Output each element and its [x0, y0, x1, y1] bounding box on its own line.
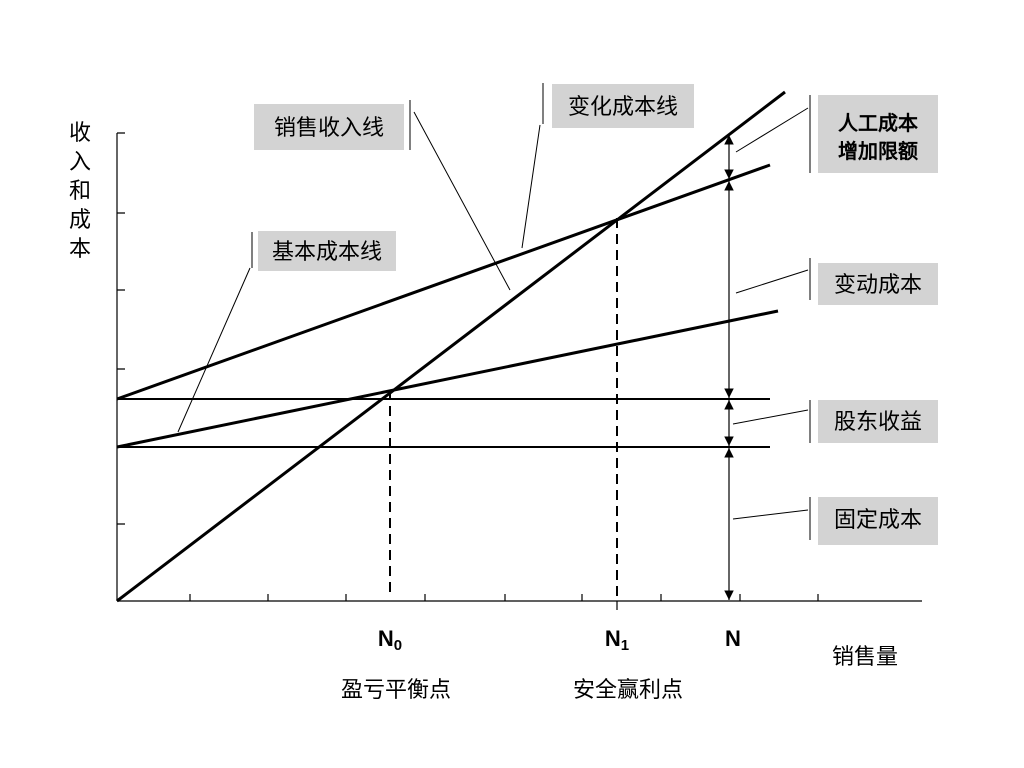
marker-caption: 安全赢利点: [573, 678, 683, 703]
guides: [117, 218, 770, 597]
callout-boxes: [254, 84, 938, 545]
marker: N1: [605, 626, 629, 654]
x-axis-label: 销售量: [832, 645, 898, 670]
callout-label: 变化成本线: [568, 95, 678, 120]
y-axis-label: 收入和成本: [69, 121, 91, 262]
callout-label: 固定成本: [834, 508, 922, 533]
callout-label: 股东收益: [834, 410, 922, 435]
callout-label: 增加限额: [838, 139, 918, 163]
marker-caption: 盈亏平衡点: [341, 678, 451, 703]
callout-label: 销售收入线: [274, 116, 384, 141]
callout-label: 人工成本: [838, 111, 918, 135]
chart-lines: [116, 90, 786, 603]
callout-label: 基本成本线: [272, 240, 382, 265]
marker: N0: [378, 626, 402, 654]
callout-label: 变动成本: [834, 273, 922, 298]
leaders: [177, 83, 811, 540]
axes: [116, 132, 922, 610]
marker: N: [725, 626, 741, 651]
